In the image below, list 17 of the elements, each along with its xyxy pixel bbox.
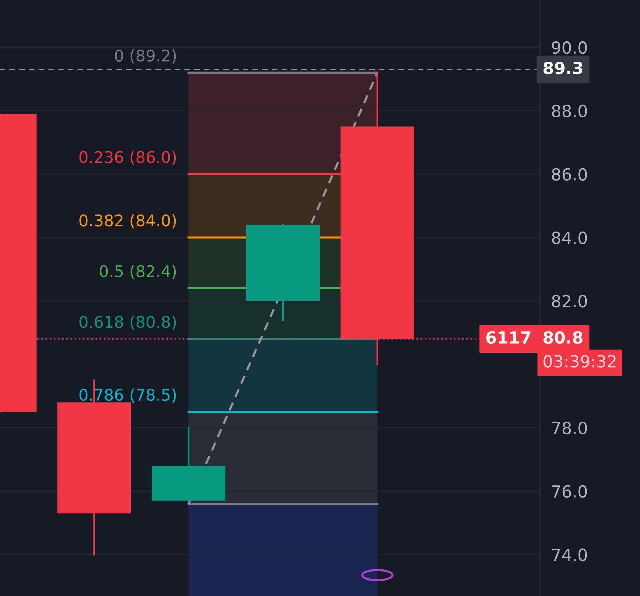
text: 6117 [486,331,531,344]
y-tick-label: 88.0 [552,104,588,118]
ref-line-label: 0.5 (82.4) [100,265,176,280]
y-tick-label: 84.0 [552,232,588,244]
y-tick-label: 82.0 [552,295,588,308]
y-tick-label: 78.0 [552,422,588,435]
ref-line-label: 89.3 [544,62,582,75]
ref-line-label: 80.8 [544,331,583,344]
ref-line-label: 0.382 (84.0) [80,214,176,229]
ref-line-label: 0 (89.2) [115,50,176,64]
y-tick-label: 74.0 [552,548,588,562]
y-tick-label: 76.0 [552,485,588,498]
ref-line-label: 0.618 (80.8) [80,316,176,330]
text: 03:39:32 [544,355,616,368]
y-tick-label: 86.0 [552,168,588,181]
ref-line-label: 0.236 (86.0) [80,150,176,166]
y-tick-label: 90.0 [552,42,588,54]
